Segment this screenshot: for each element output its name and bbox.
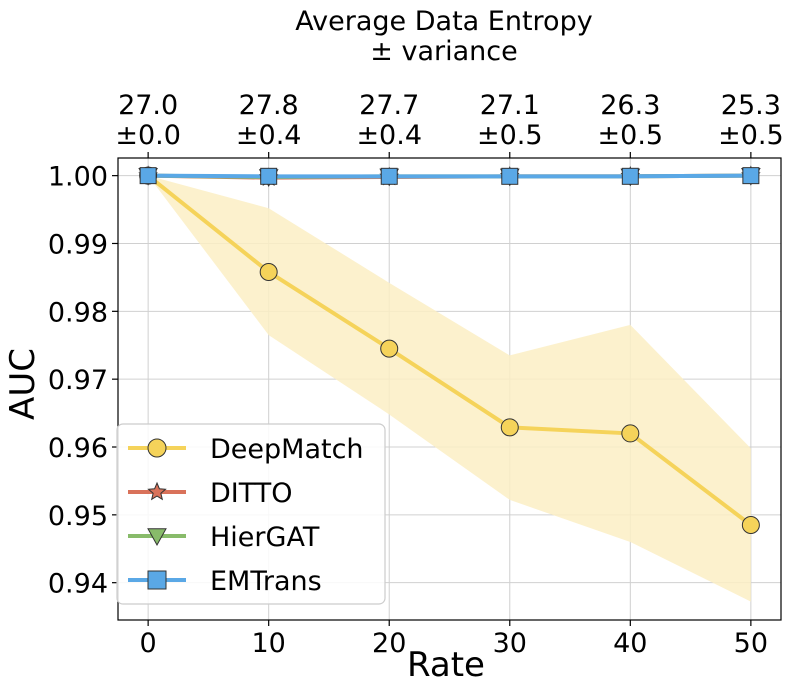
y-tick-label-0: 0.94 (48, 569, 108, 600)
legend-marker-hiergat (147, 528, 167, 547)
point-emtrans-4 (621, 167, 639, 185)
chart-title: Average Data Entropy (295, 6, 592, 37)
legend-marker-deepmatch (147, 438, 167, 458)
x-tick-label-5: 50 (734, 628, 768, 659)
line-deepmatch (146, 174, 753, 527)
top-tick-value-3: 27.1 (480, 90, 540, 121)
y-tick-label-4: 0.98 (48, 297, 108, 328)
top-axis-tick-labels: 27.0±0.027.8±0.427.7±0.427.1±0.526.3±0.5… (115, 90, 784, 158)
x-tick-label-0: 0 (140, 628, 157, 659)
y-tick-label-1: 0.95 (48, 501, 108, 532)
legend-marker-ditto (147, 481, 167, 501)
series-lines (146, 173, 753, 527)
point-deepmatch-4 (621, 424, 640, 443)
y-tick-label-2: 0.96 (48, 433, 108, 464)
top-tick-value-4: 26.3 (600, 90, 660, 121)
y-tick-label-6: 1.00 (48, 162, 108, 193)
y-tick-label-5: 0.99 (48, 229, 108, 260)
point-deepmatch-2 (380, 339, 399, 358)
legend-label-ditto: DITTO (210, 478, 293, 509)
x-tick-label-2: 20 (372, 628, 406, 659)
point-deepmatch-3 (500, 418, 519, 437)
x-axis-label: Rate (407, 645, 485, 685)
top-tick-value-5: 25.3 (721, 90, 781, 121)
point-emtrans-3 (501, 167, 519, 185)
top-tick-variance-4: ±0.5 (598, 120, 664, 151)
top-tick-variance-5: ±0.5 (718, 120, 784, 151)
y-axis-label: AUC (3, 348, 43, 420)
y-tick-label-3: 0.97 (48, 365, 108, 396)
x-tick-label-4: 40 (613, 628, 647, 659)
legend: DeepMatch DITTO HierGAT EMTrans (116, 423, 386, 605)
line-emtrans (148, 173, 751, 179)
top-tick-value-0: 27.0 (118, 90, 178, 121)
x-tick-label-1: 10 (252, 628, 286, 659)
top-tick-variance-3: ±0.5 (477, 120, 543, 151)
legend-label-emtrans: EMTrans (210, 566, 322, 597)
point-emtrans-2 (380, 167, 398, 185)
top-tick-variance-1: ±0.4 (236, 120, 302, 151)
point-deepmatch-1 (259, 262, 278, 281)
plot-frame (117, 157, 782, 621)
series-markers (138, 165, 761, 535)
top-tick-value-2: 27.7 (359, 90, 419, 121)
top-tick-variance-0: ±0.0 (115, 120, 181, 151)
legend-label-hiergat: HierGAT (210, 522, 320, 553)
legend-marker-emtrans (147, 570, 167, 590)
point-emtrans-1 (260, 167, 278, 185)
point-deepmatch-5 (741, 516, 760, 535)
legend-box (116, 423, 386, 605)
point-emtrans-0 (139, 167, 157, 185)
legend-label-deepmatch: DeepMatch (210, 434, 364, 465)
top-tick-variance-2: ±0.4 (356, 120, 422, 151)
chart-subtitle: ± variance (370, 36, 517, 67)
y-tick-labels: 0.94 0.95 0.96 0.97 0.98 0.99 1.00 (48, 162, 118, 600)
top-tick-value-1: 27.8 (239, 90, 299, 121)
point-emtrans-5 (742, 167, 760, 185)
x-tick-label-3: 30 (493, 628, 527, 659)
x-tick-labels: 0 10 20 30 40 50 (140, 620, 768, 659)
